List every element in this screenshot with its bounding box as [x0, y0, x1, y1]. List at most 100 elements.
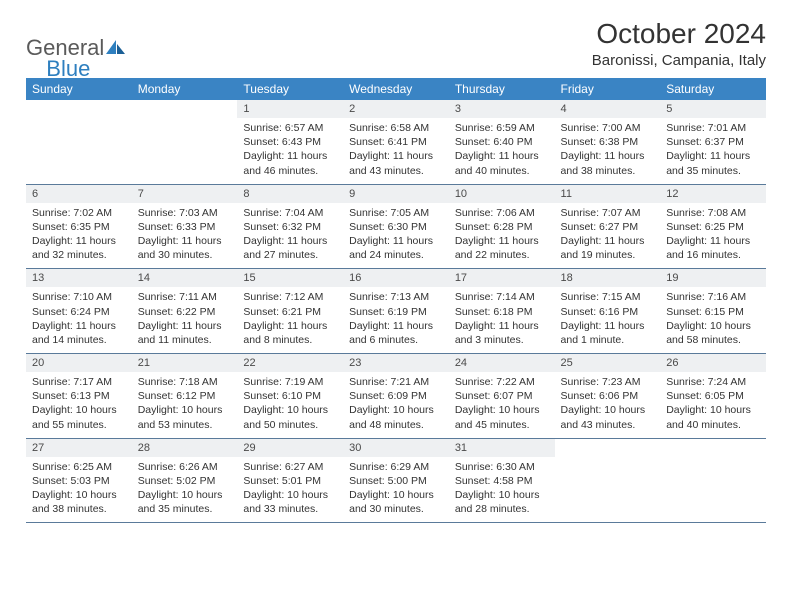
daylight-text: Daylight: 11 hours and 27 minutes.: [243, 234, 337, 262]
sunset-text: Sunset: 6:24 PM: [32, 305, 126, 319]
day-number: 21: [132, 354, 238, 372]
day-header-tue: Tuesday: [237, 78, 343, 100]
day-number: 5: [660, 100, 766, 118]
sunset-text: Sunset: 6:40 PM: [455, 135, 549, 149]
day-details: Sunrise: 6:27 AMSunset: 5:01 PMDaylight:…: [237, 457, 343, 523]
day-details: Sunrise: 7:16 AMSunset: 6:15 PMDaylight:…: [660, 287, 766, 353]
brand-logo: General Blue: [26, 18, 90, 72]
sunset-text: Sunset: 5:00 PM: [349, 474, 443, 488]
sunrise-text: Sunrise: 7:00 AM: [561, 121, 655, 135]
daylight-text: Daylight: 10 hours and 28 minutes.: [455, 488, 549, 516]
calendar-day-cell: 16Sunrise: 7:13 AMSunset: 6:19 PMDayligh…: [343, 269, 449, 354]
calendar-day-cell: .: [555, 438, 661, 523]
sunrise-text: Sunrise: 7:02 AM: [32, 206, 126, 220]
day-details: Sunrise: 7:15 AMSunset: 6:16 PMDaylight:…: [555, 287, 661, 353]
sunrise-text: Sunrise: 6:26 AM: [138, 460, 232, 474]
day-number: 4: [555, 100, 661, 118]
day-details: Sunrise: 6:26 AMSunset: 5:02 PMDaylight:…: [132, 457, 238, 523]
daylight-text: Daylight: 11 hours and 3 minutes.: [455, 319, 549, 347]
sunrise-text: Sunrise: 7:17 AM: [32, 375, 126, 389]
day-details: Sunrise: 7:06 AMSunset: 6:28 PMDaylight:…: [449, 203, 555, 269]
day-number: 13: [26, 269, 132, 287]
day-details: Sunrise: 7:04 AMSunset: 6:32 PMDaylight:…: [237, 203, 343, 269]
calendar-day-cell: 6Sunrise: 7:02 AMSunset: 6:35 PMDaylight…: [26, 184, 132, 269]
sunrise-text: Sunrise: 7:16 AM: [666, 290, 760, 304]
sunset-text: Sunset: 6:16 PM: [561, 305, 655, 319]
day-header-sat: Saturday: [660, 78, 766, 100]
sunrise-text: Sunrise: 7:19 AM: [243, 375, 337, 389]
day-details: Sunrise: 7:00 AMSunset: 6:38 PMDaylight:…: [555, 118, 661, 184]
sunrise-text: Sunrise: 7:21 AM: [349, 375, 443, 389]
day-number: 24: [449, 354, 555, 372]
day-details: Sunrise: 6:59 AMSunset: 6:40 PMDaylight:…: [449, 118, 555, 184]
day-header-wed: Wednesday: [343, 78, 449, 100]
day-number: 14: [132, 269, 238, 287]
day-number: 3: [449, 100, 555, 118]
day-details: Sunrise: 7:08 AMSunset: 6:25 PMDaylight:…: [660, 203, 766, 269]
sunset-text: Sunset: 6:12 PM: [138, 389, 232, 403]
sunrise-text: Sunrise: 6:29 AM: [349, 460, 443, 474]
daylight-text: Daylight: 10 hours and 55 minutes.: [32, 403, 126, 431]
calendar-day-cell: 8Sunrise: 7:04 AMSunset: 6:32 PMDaylight…: [237, 184, 343, 269]
sunset-text: Sunset: 5:02 PM: [138, 474, 232, 488]
calendar-day-cell: 21Sunrise: 7:18 AMSunset: 6:12 PMDayligh…: [132, 354, 238, 439]
day-number: 27: [26, 439, 132, 457]
sunset-text: Sunset: 6:37 PM: [666, 135, 760, 149]
title-block: October 2024 Baronissi, Campania, Italy: [592, 18, 766, 69]
sunrise-text: Sunrise: 6:25 AM: [32, 460, 126, 474]
calendar-day-cell: 28Sunrise: 6:26 AMSunset: 5:02 PMDayligh…: [132, 438, 238, 523]
day-header-row: Sunday Monday Tuesday Wednesday Thursday…: [26, 78, 766, 100]
sunset-text: Sunset: 6:27 PM: [561, 220, 655, 234]
calendar-day-cell: 1Sunrise: 6:57 AMSunset: 6:43 PMDaylight…: [237, 100, 343, 184]
day-number: 23: [343, 354, 449, 372]
day-number: 1: [237, 100, 343, 118]
day-number: 10: [449, 185, 555, 203]
sunrise-text: Sunrise: 6:58 AM: [349, 121, 443, 135]
daylight-text: Daylight: 11 hours and 22 minutes.: [455, 234, 549, 262]
calendar-week-row: 27 Sunrise: 6:25 AMSunset: 5:03 PM Dayligh…: [26, 438, 766, 523]
daylight-text: Daylight: 10 hours and 33 minutes.: [243, 488, 337, 516]
day-number: 28: [132, 439, 238, 457]
daylight-text: Daylight: 11 hours and 38 minutes.: [561, 149, 655, 177]
daylight-text: Daylight: 11 hours and 40 minutes.: [455, 149, 549, 177]
daylight-text: Daylight: 11 hours and 43 minutes.: [349, 149, 443, 177]
daylight-text: Daylight: 11 hours and 6 minutes.: [349, 319, 443, 347]
sunset-text: Sunset: 6:33 PM: [138, 220, 232, 234]
sunrise-text: Sunrise: 7:24 AM: [666, 375, 760, 389]
calendar-week-row: 6Sunrise: 7:02 AMSunset: 6:35 PMDaylight…: [26, 184, 766, 269]
day-number: 30: [343, 439, 449, 457]
day-details: Sunrise: 7:01 AMSunset: 6:37 PMDaylight:…: [660, 118, 766, 184]
day-number: 22: [237, 354, 343, 372]
sunset-text: Sunset: 6:35 PM: [32, 220, 126, 234]
calendar-day-cell: .: [660, 438, 766, 523]
calendar-day-cell: 19Sunrise: 7:16 AMSunset: 6:15 PMDayligh…: [660, 269, 766, 354]
sunrise-text: Sunrise: 7:04 AM: [243, 206, 337, 220]
day-details: Sunrise: 7:23 AMSunset: 6:06 PMDaylight:…: [555, 372, 661, 438]
day-number: 11: [555, 185, 661, 203]
calendar-day-cell: 5Sunrise: 7:01 AMSunset: 6:37 PMDaylight…: [660, 100, 766, 184]
sunset-text: Sunset: 6:15 PM: [666, 305, 760, 319]
day-details: Sunrise: 7:21 AMSunset: 6:09 PMDaylight:…: [343, 372, 449, 438]
sunrise-text: Sunrise: 7:06 AM: [455, 206, 549, 220]
calendar-page: General Blue October 2024 Baronissi, Cam…: [0, 0, 792, 533]
day-number: 15: [237, 269, 343, 287]
day-details: Sunrise: 7:14 AMSunset: 6:18 PMDaylight:…: [449, 287, 555, 353]
sunrise-text: Sunrise: 7:11 AM: [138, 290, 232, 304]
calendar-day-cell: 10Sunrise: 7:06 AMSunset: 6:28 PMDayligh…: [449, 184, 555, 269]
day-details: Sunrise: 7:19 AMSunset: 6:10 PMDaylight:…: [237, 372, 343, 438]
sunset-text: Sunset: 5:03 PM: [32, 474, 126, 488]
day-number: 20: [26, 354, 132, 372]
sunrise-text: Sunrise: 7:12 AM: [243, 290, 337, 304]
sunrise-text: Sunrise: 7:03 AM: [138, 206, 232, 220]
sunset-text: Sunset: 6:09 PM: [349, 389, 443, 403]
sunset-text: Sunset: 6:28 PM: [455, 220, 549, 234]
brand-name-part2: Blue: [46, 56, 90, 82]
calendar-day-cell: 22Sunrise: 7:19 AMSunset: 6:10 PMDayligh…: [237, 354, 343, 439]
sunrise-text: Sunrise: 7:05 AM: [349, 206, 443, 220]
day-header-fri: Friday: [555, 78, 661, 100]
calendar-day-cell: 7Sunrise: 7:03 AMSunset: 6:33 PMDaylight…: [132, 184, 238, 269]
day-details: Sunrise: 6:29 AMSunset: 5:00 PMDaylight:…: [343, 457, 449, 523]
calendar-day-cell: 4Sunrise: 7:00 AMSunset: 6:38 PMDaylight…: [555, 100, 661, 184]
sunset-text: Sunset: 5:01 PM: [243, 474, 337, 488]
day-number: 19: [660, 269, 766, 287]
